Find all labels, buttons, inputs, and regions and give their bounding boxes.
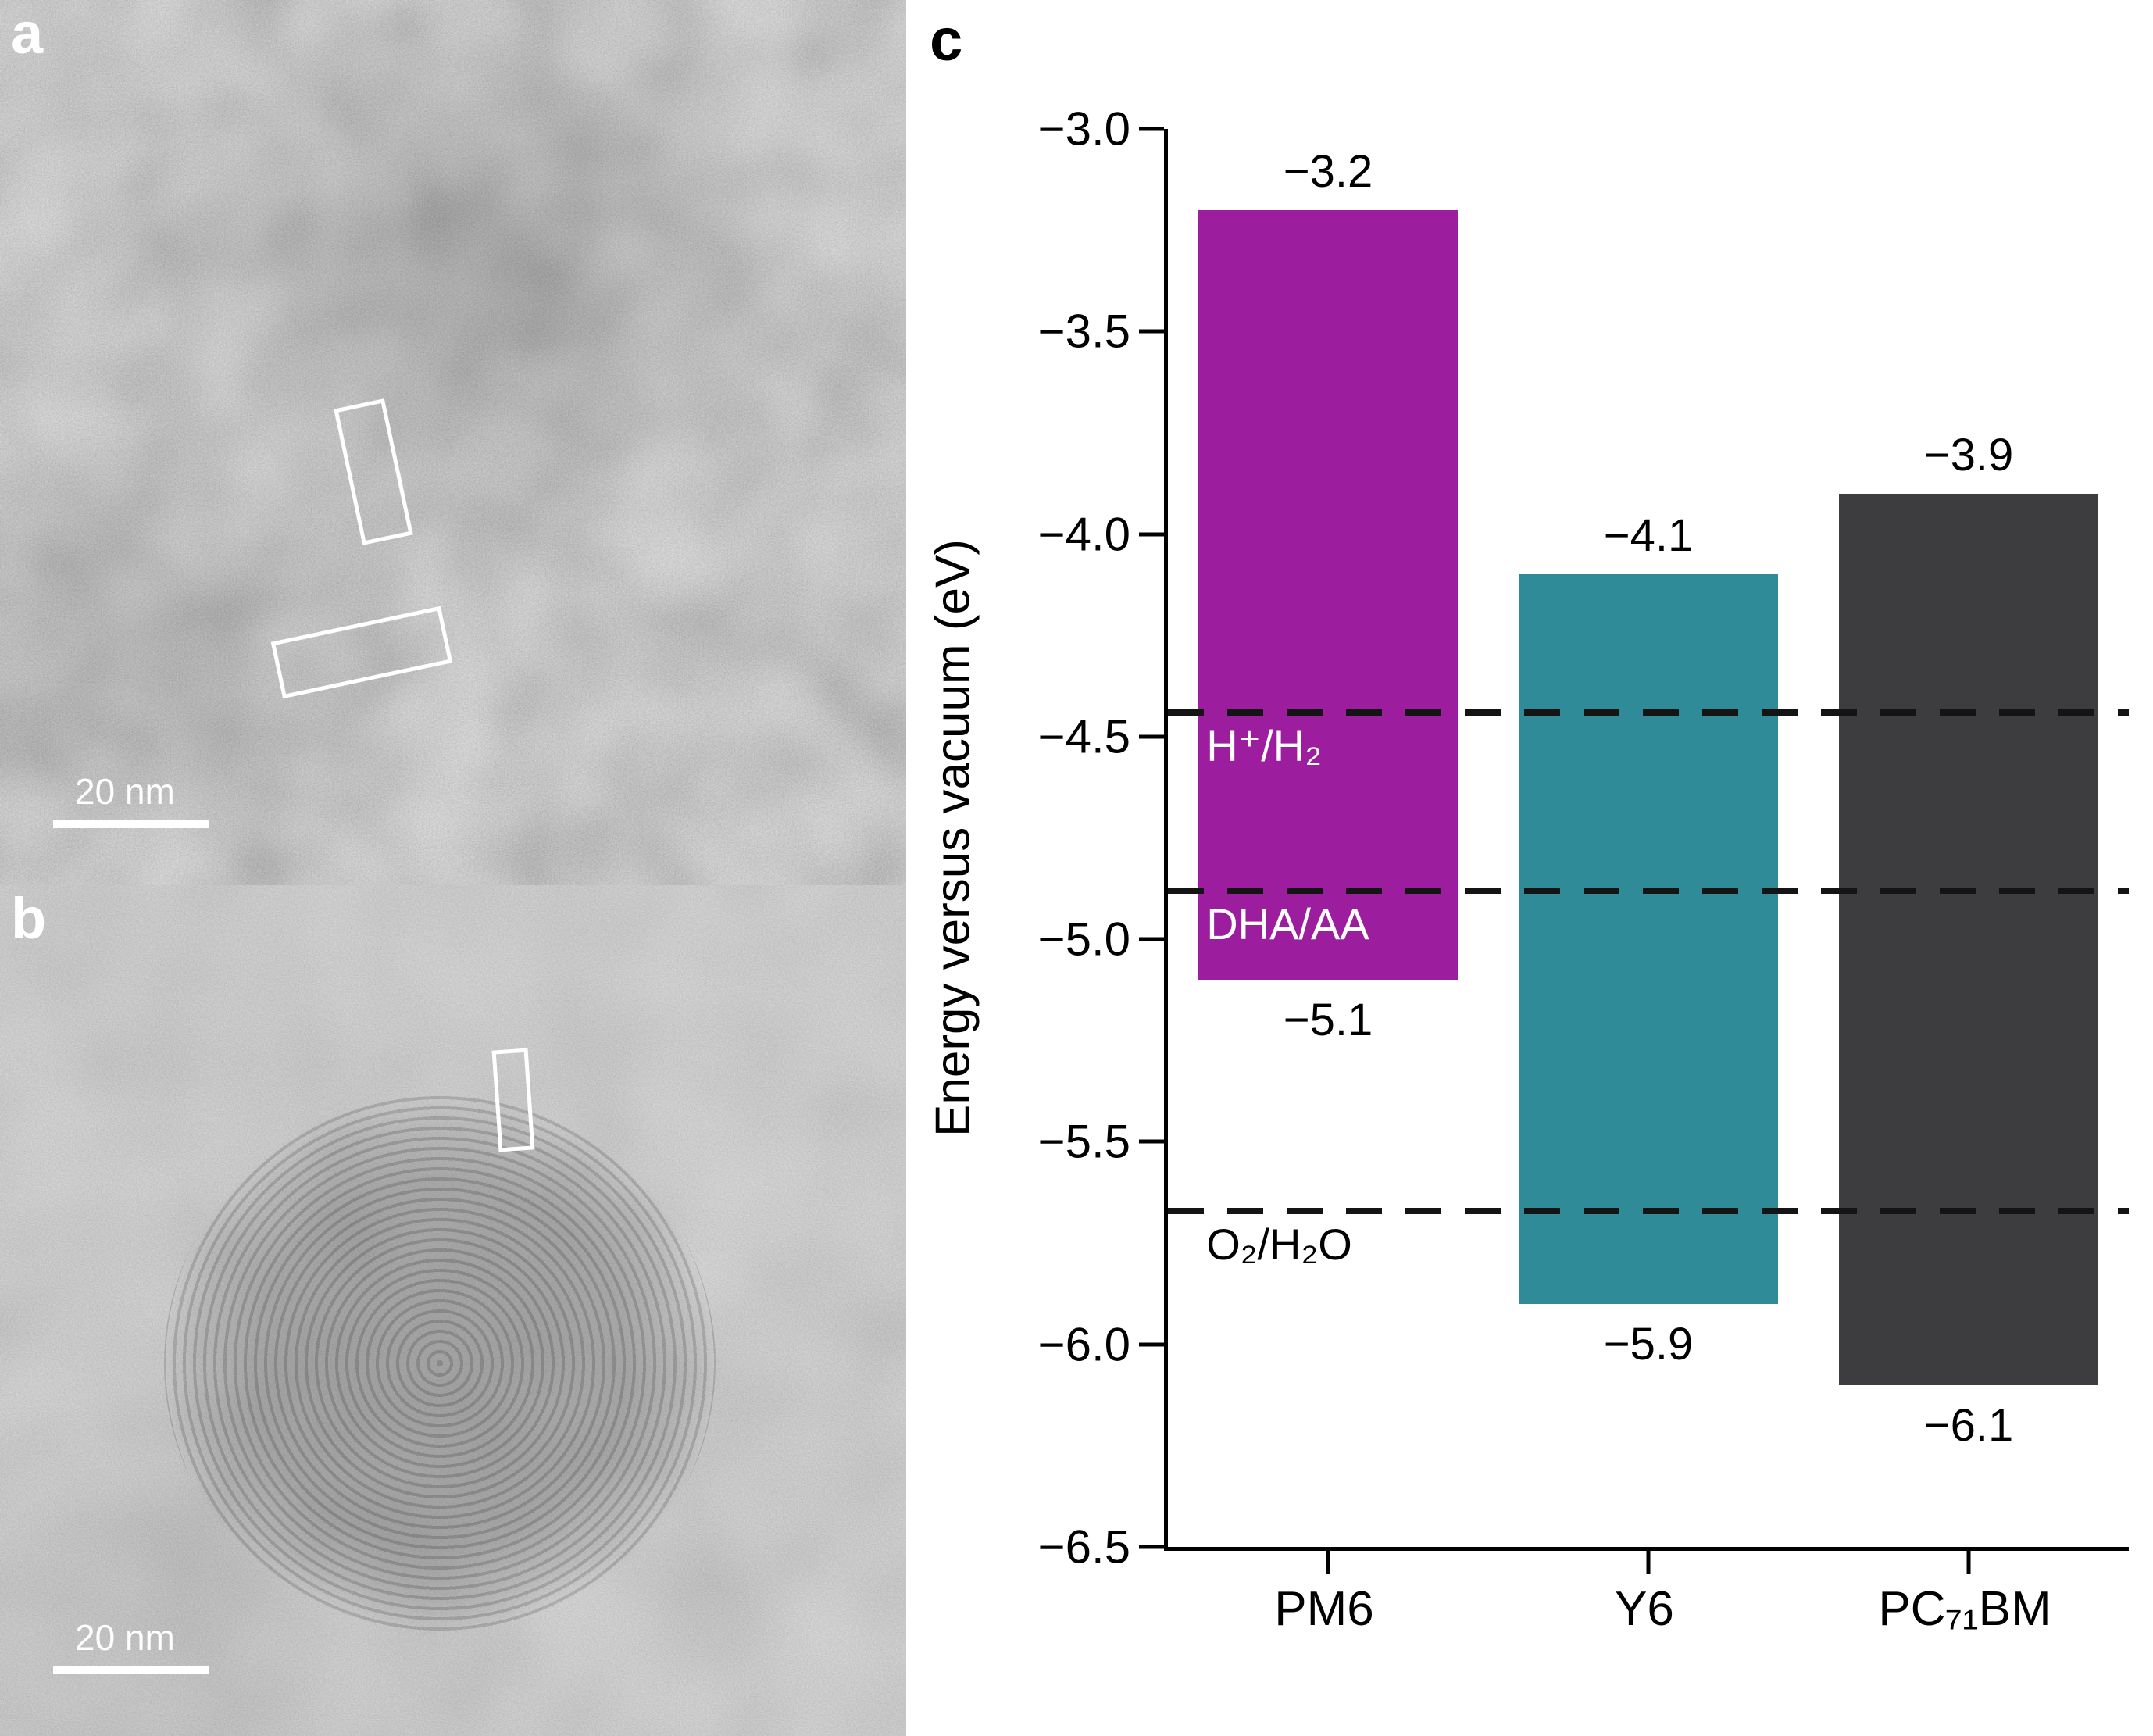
y-tick-mark xyxy=(1139,1139,1164,1144)
x-tick-mark xyxy=(1966,1551,1971,1574)
tem-shading-overlay xyxy=(0,0,906,885)
panel-label-a: a xyxy=(11,1,44,66)
bar-top-value-label: −3.2 xyxy=(1283,145,1373,197)
nanoparticle xyxy=(164,1095,716,1632)
tem-micrograph-b xyxy=(0,885,906,1736)
x-tick-mark xyxy=(1646,1551,1651,1574)
scale-bar-label: 20 nm xyxy=(75,771,175,812)
y-tick-mark xyxy=(1139,937,1164,941)
y-tick-mark xyxy=(1139,734,1164,739)
bar-top-value-label: −4.1 xyxy=(1603,510,1694,562)
tem-shading-overlay xyxy=(0,885,906,1736)
energy-bar xyxy=(1838,493,2099,1385)
x-tick-mark xyxy=(1326,1551,1330,1574)
y-axis-title: Energy versus vacuum (eV) xyxy=(926,539,980,1137)
reference-line-label: DHA/AA xyxy=(1206,898,1369,948)
scale-bar-label: 20 nm xyxy=(75,1617,175,1658)
y-tick-mark xyxy=(1139,1342,1164,1347)
energy-bar xyxy=(1518,574,1779,1304)
panel-a: 20 nm a xyxy=(0,0,906,885)
scale-bar xyxy=(53,820,209,828)
y-tick-mark xyxy=(1139,329,1164,334)
reference-line-label: H⁺/H₂ xyxy=(1206,720,1322,770)
scale-bar xyxy=(53,1666,209,1674)
bar-bottom-value-label: −5.9 xyxy=(1603,1318,1694,1370)
lattice-highlight-box xyxy=(491,1048,535,1152)
y-tick-label: −5.0 xyxy=(1037,913,1130,966)
reference-dashed-line xyxy=(1168,709,2129,716)
panel-label-b: b xyxy=(11,886,47,951)
category-label: PM6 xyxy=(1274,1582,1374,1636)
energy-bar xyxy=(1198,209,1459,980)
y-tick-mark xyxy=(1139,1545,1164,1549)
bar-bottom-value-label: −6.1 xyxy=(1923,1399,2014,1451)
y-tick-mark xyxy=(1139,532,1164,537)
y-tick-label: −3.5 xyxy=(1037,305,1130,358)
reference-dashed-line xyxy=(1168,1207,2129,1214)
y-tick-label: −5.5 xyxy=(1037,1115,1130,1168)
category-label: Y6 xyxy=(1615,1582,1674,1636)
y-tick-label: −4.0 xyxy=(1037,508,1130,561)
bar-top-value-label: −3.9 xyxy=(1923,429,2014,480)
reference-line-label: O₂/H₂O xyxy=(1206,1219,1352,1269)
x-axis-labels: PM6 Y6 PC₇₁BM xyxy=(1164,1581,2125,1652)
reference-dashed-line xyxy=(1168,887,2129,894)
y-tick-label: −6.0 xyxy=(1037,1318,1130,1371)
y-tick-mark xyxy=(1139,127,1164,131)
chart-plot: −3.0 −3.5 −4.0 −4.5 −5.0 −5.5 −6.0 −6.5 −3.2 −5.1… xyxy=(1038,103,2129,1574)
y-tick-label: −6.5 xyxy=(1037,1520,1130,1573)
tem-micrograph-a xyxy=(0,0,906,885)
y-tick-label: −4.5 xyxy=(1037,710,1130,763)
panel-c: c Energy versus vacuum (eV) −3.0 −3.5 −4.0… xyxy=(906,0,2153,1736)
category-label: PC₇₁BM xyxy=(1878,1582,2051,1636)
y-tick-label: −3.0 xyxy=(1037,102,1130,155)
panel-b: 20 nm b xyxy=(0,885,906,1736)
bar-bottom-value-label: −5.1 xyxy=(1283,995,1373,1045)
panel-label-c: c xyxy=(930,7,963,73)
